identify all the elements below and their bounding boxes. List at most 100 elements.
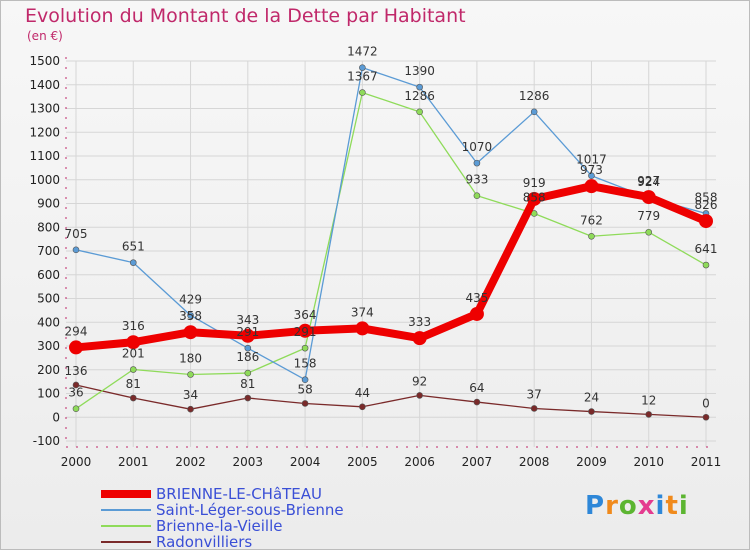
series-line xyxy=(75,384,707,418)
data-point xyxy=(72,405,80,413)
data-point xyxy=(530,405,538,412)
y-tick-label: 500 xyxy=(37,292,60,306)
legend: BRIENNE-LE-CHâTEAUSaint-Léger-sous-Brien… xyxy=(101,485,344,551)
data-point xyxy=(187,405,194,413)
x-tick-label: 2003 xyxy=(233,455,264,469)
data-label: 158 xyxy=(294,357,317,371)
x-tick-label: 2006 xyxy=(404,455,435,469)
legend-label: BRIENNE-LE-CHâTEAU xyxy=(156,485,322,503)
y-tick-label: 900 xyxy=(37,197,60,211)
x-tick-label: 2005 xyxy=(347,455,378,469)
series-line xyxy=(75,182,708,352)
data-label: 651 xyxy=(122,240,145,254)
data-point xyxy=(416,392,423,399)
data-label: 1472 xyxy=(347,45,378,59)
x-tick-label: 2002 xyxy=(175,455,206,469)
y-tick-label: -100 xyxy=(33,434,60,448)
data-point xyxy=(244,344,252,352)
data-point xyxy=(702,261,710,269)
data-label: 973 xyxy=(580,163,603,177)
data-point xyxy=(469,306,484,321)
data-label: 1070 xyxy=(462,140,493,154)
data-point xyxy=(187,312,194,319)
data-label: 364 xyxy=(294,308,317,322)
data-point xyxy=(416,108,423,116)
data-point xyxy=(240,328,255,343)
data-label: 762 xyxy=(580,213,603,227)
data-point xyxy=(699,214,713,229)
y-tick-label: 1500 xyxy=(29,54,60,68)
y-tick-label: 0 xyxy=(52,410,60,424)
data-label: 333 xyxy=(408,315,431,329)
data-label: 919 xyxy=(523,176,546,190)
data-label: 291 xyxy=(294,325,317,339)
data-point xyxy=(72,381,80,389)
y-unit-label: (en €) xyxy=(27,29,63,43)
x-tick-label: 2000 xyxy=(61,455,92,469)
data-point xyxy=(359,89,366,96)
series-lines xyxy=(69,64,713,421)
y-tick-label: 300 xyxy=(37,339,60,353)
x-tick-label: 2010 xyxy=(633,455,664,469)
data-label: 343 xyxy=(236,313,259,327)
data-label: 924 xyxy=(637,175,660,189)
data-point xyxy=(473,398,481,406)
data-point xyxy=(416,83,423,91)
x-tick-label: 2001 xyxy=(118,455,149,469)
legend-label: Saint-Léger-sous-Brienne xyxy=(156,501,344,519)
grid xyxy=(66,60,716,447)
data-label: 1367 xyxy=(347,70,378,84)
data-label: 294 xyxy=(65,324,88,338)
logo-letter: r xyxy=(605,491,619,521)
legend-label: Brienne-la-Vieille xyxy=(156,517,282,535)
series-line xyxy=(75,91,707,410)
data-label: 92 xyxy=(412,374,427,388)
y-axis-ticks: -100 0 100 200 300 400 500 600 700 800 900 1000 1100… xyxy=(29,54,60,448)
axes xyxy=(65,57,716,448)
data-point xyxy=(69,340,83,355)
y-tick-label: 1000 xyxy=(29,173,60,187)
logo-letter: i xyxy=(678,491,689,521)
x-tick-label: 2008 xyxy=(519,455,550,469)
logo-letter: P xyxy=(585,491,606,521)
data-label: 34 xyxy=(183,388,198,402)
data-point xyxy=(645,228,653,236)
data-label: 1286 xyxy=(404,89,435,103)
data-point xyxy=(72,246,80,254)
y-tick-label: 100 xyxy=(37,387,60,401)
data-point xyxy=(359,64,366,71)
y-tick-label: 200 xyxy=(37,363,60,377)
data-label: 12 xyxy=(641,393,656,407)
y-tick-label: 800 xyxy=(37,220,60,234)
data-label: 37 xyxy=(527,387,542,401)
data-point xyxy=(301,400,309,407)
data-point xyxy=(129,394,137,402)
logo-letter: t xyxy=(665,491,679,521)
y-tick-label: 1100 xyxy=(29,149,60,163)
x-axis-ticks: 2000 2001 2002 2003 2004 2005 2006 2007 2008 2009… xyxy=(61,455,722,469)
data-label: 1390 xyxy=(404,64,435,78)
data-label: 1286 xyxy=(519,89,550,103)
data-label: 705 xyxy=(65,227,88,241)
data-point xyxy=(645,411,653,418)
x-tick-label: 2007 xyxy=(462,455,493,469)
data-label: 826 xyxy=(695,198,718,212)
data-point xyxy=(473,159,481,167)
data-label: 180 xyxy=(179,352,202,366)
data-point xyxy=(527,191,542,206)
data-label: 358 xyxy=(179,309,202,323)
data-point xyxy=(473,192,481,199)
data-label: 58 xyxy=(297,382,312,396)
data-label: 927 xyxy=(637,174,660,188)
data-label: 36 xyxy=(68,386,83,400)
y-tick-label: 600 xyxy=(37,268,60,282)
data-label: 435 xyxy=(465,291,488,305)
data-point xyxy=(301,344,309,352)
data-label: 44 xyxy=(355,386,370,400)
data-point xyxy=(129,366,137,373)
data-point xyxy=(187,371,194,378)
data-label: 374 xyxy=(351,305,374,319)
data-point xyxy=(183,325,198,340)
data-point xyxy=(584,179,599,194)
